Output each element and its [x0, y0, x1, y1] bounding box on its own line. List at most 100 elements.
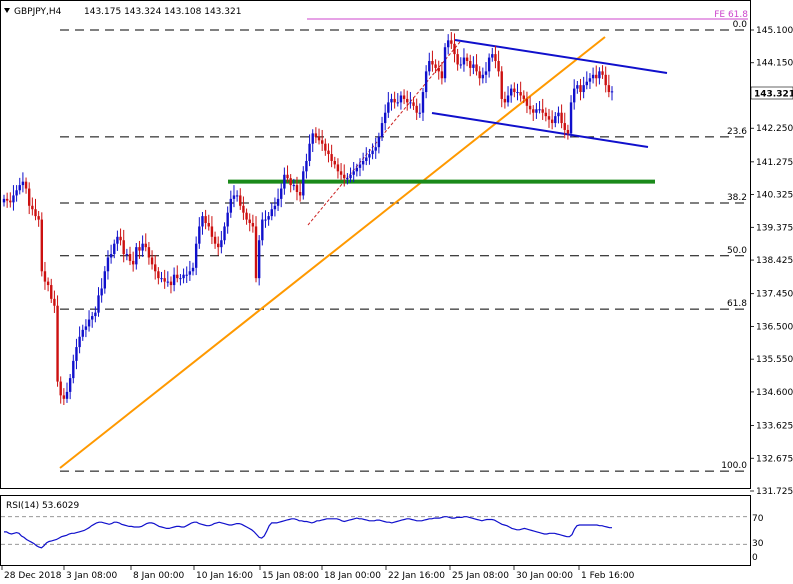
rsi-level-30: 30: [752, 539, 764, 549]
candle-body: [541, 109, 544, 113]
candle-body: [109, 254, 113, 258]
candle-body: [257, 240, 261, 279]
fib-labels: FE 61.80.0 23.6 38.2 50.0 61.8 100.0: [714, 10, 748, 471]
rsi-level-0: 0: [752, 553, 758, 563]
xtick-label: 28 Dec 2018: [4, 571, 62, 581]
candle-body: [494, 54, 497, 62]
candle-body: [223, 226, 226, 241]
candle-body: [119, 236, 122, 241]
candle-body: [188, 271, 192, 275]
candle-body: [563, 123, 566, 130]
candle-body: [380, 123, 384, 137]
candle-body: [267, 216, 270, 220]
xtick-label: 22 Jan 16:00: [388, 571, 445, 581]
current-price-marker: 143.321: [750, 86, 793, 100]
candle-body: [610, 91, 614, 93]
chart-symbol: GBPJPY,H4: [14, 7, 62, 17]
candle-body: [160, 278, 163, 280]
candle-body: [286, 174, 289, 179]
candle-body: [383, 112, 387, 124]
candle-body: [72, 360, 75, 379]
candle-body: [421, 92, 425, 113]
candle-body: [352, 171, 355, 175]
candle-body: [302, 171, 305, 196]
chart-ohlc: 143.175 143.324 143.108 143.321: [84, 7, 241, 17]
candle-body: [428, 61, 431, 72]
candle-body: [298, 191, 302, 196]
candle-body: [409, 102, 412, 104]
candle-body: [56, 305, 59, 382]
xtick-label: 30 Jan 00:00: [516, 571, 573, 581]
candle-body: [182, 274, 185, 279]
candle-body: [12, 195, 15, 203]
candle-body: [283, 174, 286, 189]
candle-body: [34, 209, 37, 217]
candle-body: [500, 71, 503, 99]
candle-body: [5, 198, 9, 201]
candle-body: [78, 336, 81, 348]
candle-body: [242, 205, 245, 213]
xtick-label: 8 Jan 00:00: [133, 571, 185, 581]
candle-body: [204, 216, 207, 224]
ytick-label: 139.375: [756, 223, 793, 233]
candle-body: [503, 98, 507, 103]
candle-body: [116, 236, 119, 244]
header-triangle-icon: [4, 8, 10, 13]
xtick-label: 10 Jan 16:00: [196, 571, 253, 581]
rsi-panel-frame: [0, 495, 751, 566]
candle-body: [595, 74, 598, 79]
candle-body: [320, 140, 324, 144]
candle-body: [50, 285, 53, 299]
candle-body: [122, 240, 125, 255]
candle-body: [424, 71, 428, 93]
candle-body: [415, 105, 418, 113]
candle-body: [343, 174, 346, 179]
candle-body: [371, 150, 374, 155]
candle-body: [387, 102, 390, 113]
candle-body: [522, 95, 525, 99]
candle-body: [544, 112, 548, 117]
candle-body: [31, 205, 34, 210]
candle-body: [538, 109, 541, 111]
ytick-label: 145.100: [756, 26, 793, 36]
candle-body: [462, 57, 466, 65]
candle-body: [446, 40, 450, 48]
candle-body: [125, 254, 129, 256]
candle-body: [166, 281, 170, 283]
fib-label: FE 61.8: [714, 10, 748, 20]
candle-body: [2, 198, 6, 203]
ytick-label: 135.550: [756, 355, 793, 365]
candle-body: [65, 391, 69, 399]
candle-body: [314, 133, 318, 137]
fib-label: 23.6: [727, 127, 747, 137]
candle-body: [207, 223, 210, 227]
time-axis: 28 Dec 2018 3 Jan 08:00 8 Jan 00:00 10 Jan …: [1, 566, 635, 581]
candle-body: [459, 64, 462, 66]
xtick-label: 15 Jan 08:00: [262, 571, 319, 581]
candle-body: [18, 185, 21, 191]
candle-body: [346, 178, 349, 180]
candle-body: [393, 98, 396, 103]
candle-body: [509, 88, 513, 96]
candle-body: [560, 112, 563, 124]
candle-body: [87, 319, 91, 327]
candle-body: [53, 298, 56, 306]
candle-body: [576, 85, 579, 89]
candle-body: [513, 88, 516, 93]
candle-body: [532, 109, 535, 113]
candle-body: [15, 190, 18, 196]
candle-body: [478, 71, 481, 79]
candle-body: [172, 274, 176, 286]
candle-body: [280, 188, 283, 199]
candle-body: [138, 247, 141, 251]
candle-body: [154, 264, 157, 272]
candle-body: [9, 200, 12, 203]
candle-body: [469, 61, 472, 68]
candle-body: [135, 247, 138, 265]
candle-body: [210, 226, 214, 237]
rsi-panel: [1, 516, 750, 549]
xtick-label: 25 Jan 08:00: [452, 571, 509, 581]
candle-body: [75, 347, 78, 361]
candle-body: [535, 109, 538, 113]
